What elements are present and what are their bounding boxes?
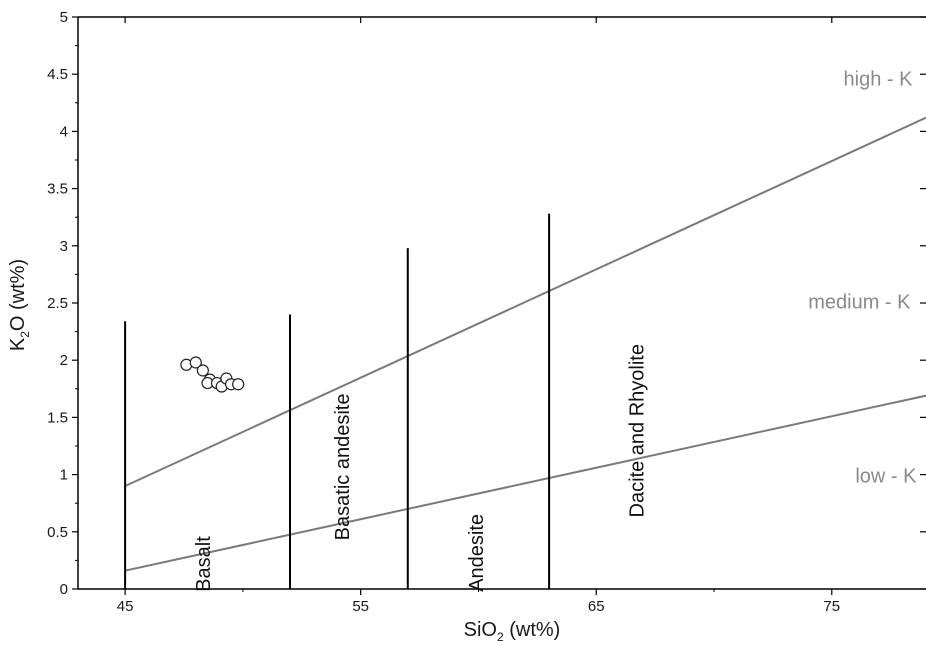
y-tick-label: 0.5 — [47, 524, 68, 541]
y-tick-label: 4.5 — [47, 66, 68, 83]
y-tick-label: 3.5 — [47, 181, 68, 198]
tick-labels: 0 0.5 1 1.5 2 2.5 3 3.5 4 4.5 5 45 55 65 75 — [47, 9, 926, 615]
y-tick-label: 2 — [60, 352, 68, 369]
x-tick-label: 55 — [352, 598, 369, 615]
data-point-3 — [196, 364, 209, 377]
y-tick-label: 1.5 — [47, 409, 68, 426]
x-axis-label: SiO2 (wt%) — [464, 619, 561, 644]
series-label-1: high - K — [844, 69, 914, 91]
field-label-1: Basalt — [193, 536, 215, 592]
y-axis-label: K2O (wt%) — [7, 259, 32, 351]
data-point-2 — [189, 356, 202, 369]
data-points — [180, 356, 245, 393]
y-tick-label: 1 — [60, 467, 68, 484]
x-tick-label: 65 — [588, 598, 605, 615]
series-label-3: low - K — [855, 466, 917, 488]
y-tick-label: 0 — [60, 581, 68, 598]
y-tick-label: 3 — [60, 238, 68, 255]
data-point-10 — [232, 378, 245, 391]
field-dividers — [124, 213, 551, 589]
y-tick-label: 5 — [60, 9, 68, 26]
chart-labels: Basalt Basatic andesite Andesite Dacite and… — [193, 69, 917, 592]
field-label-2: Basatic andesite — [332, 394, 354, 541]
y-tick-label: 2.5 — [47, 295, 68, 312]
series-label-2: medium - K — [808, 292, 911, 314]
y-tick-label: 4 — [60, 123, 68, 140]
field-label-3: Andesite — [466, 514, 488, 592]
x-tick-label: 75 — [823, 598, 840, 615]
x-tick-label: 45 — [117, 598, 134, 615]
boundary-line-2 — [124, 116, 926, 487]
boundary-line-1 — [124, 394, 926, 572]
boundary-lines — [124, 116, 926, 572]
field-label-4: Dacite and Rhyolite — [626, 344, 648, 517]
